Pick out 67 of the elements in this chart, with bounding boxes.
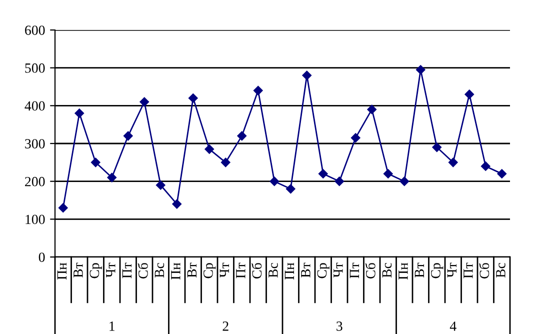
point [254, 86, 263, 96]
x-tick-label: Ср [431, 263, 444, 278]
point [156, 180, 166, 190]
y-tick-label: 600 [25, 26, 45, 35]
x-tick-label: Ср [204, 263, 216, 278]
point [400, 176, 409, 186]
point [448, 158, 458, 168]
x-tick-label: Вс [496, 262, 506, 278]
point [416, 65, 426, 74]
point [58, 203, 68, 212]
point [464, 90, 474, 99]
text: 3 [336, 322, 342, 331]
y-tick-label: 500 [25, 63, 45, 73]
text: 2 [222, 322, 228, 331]
x-tick-label: Пт [464, 262, 473, 278]
x-tick-label: Пн [171, 262, 180, 280]
x-tick-label: Вс [268, 262, 278, 278]
text: 4 [450, 322, 456, 331]
point [334, 176, 344, 186]
y-tick-label: 100 [26, 214, 45, 224]
x-tick-label: Пт [236, 262, 246, 278]
point [270, 176, 279, 186]
x-tick-label: Сб [365, 263, 376, 278]
point [74, 108, 84, 118]
point [302, 70, 312, 80]
x-tick-label: Вс [154, 262, 164, 278]
x-tick-label: Пн [398, 262, 408, 280]
x-tick-label: Вт [74, 262, 83, 278]
text: 1 [110, 322, 115, 331]
x-tick-label: Пт [350, 262, 359, 278]
y-tick-label: 400 [24, 101, 45, 111]
x-tick-label: Вс [382, 262, 392, 278]
point [237, 131, 246, 141]
point [318, 169, 328, 178]
point [204, 144, 214, 154]
point [384, 169, 393, 178]
point [481, 162, 490, 171]
x-tick-label: Сб [138, 263, 148, 278]
x-tick-label: Чт [106, 262, 116, 278]
x-tick-label: Вт [187, 262, 197, 278]
x-tick-label: Сб [479, 263, 490, 278]
point [221, 158, 230, 168]
x-tick-label: Чт [220, 262, 229, 278]
point [497, 169, 506, 178]
point [91, 158, 100, 168]
y-tick-label: 0 [38, 252, 45, 262]
x-tick-label: Ср [317, 263, 330, 278]
point [124, 131, 133, 141]
x-tick-label: Сб [252, 263, 262, 278]
x-tick-label: Вт [414, 262, 424, 278]
point [286, 184, 296, 194]
x-tick-label: Вт [301, 262, 310, 278]
x-tick-label: Пн [284, 262, 294, 280]
x-tick-label: Ср [90, 263, 102, 278]
point [351, 133, 360, 142]
y-tick-label: 200 [25, 176, 45, 186]
point [432, 142, 442, 152]
y-tick-label: 300 [25, 139, 45, 148]
x-tick-label: Пт [122, 262, 132, 278]
point [188, 93, 198, 103]
point [367, 104, 376, 114]
point [140, 97, 149, 107]
point [107, 172, 116, 182]
x-tick-label: Чт [334, 262, 343, 278]
point [172, 199, 182, 209]
x-tick-label: Пн [57, 262, 66, 280]
x-tick-label: Чт [447, 262, 456, 278]
